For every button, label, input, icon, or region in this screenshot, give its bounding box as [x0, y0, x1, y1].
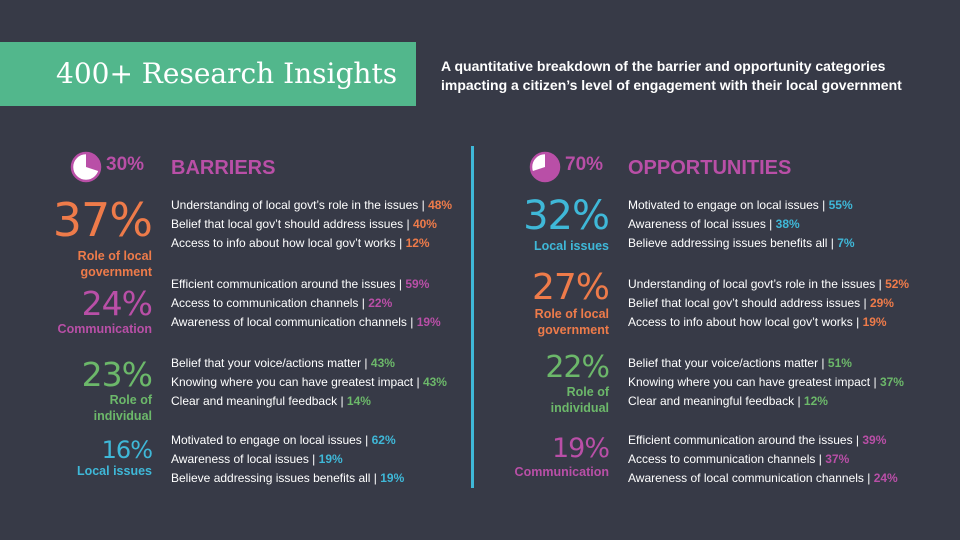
list-item: Awareness of local communication channel…	[171, 315, 441, 329]
pie-chart-icon	[529, 151, 561, 183]
list-item: Access to communication channels | 37%	[628, 452, 850, 466]
list-item: Clear and meaningful feedback | 14%	[171, 394, 371, 408]
list-item: Knowing where you can have greatest impa…	[628, 375, 904, 389]
barriers-percent: 30%	[106, 154, 145, 175]
list-item: Believe addressing issues benefits all |…	[171, 471, 405, 485]
list-item: Understanding of local govt’s role in th…	[628, 277, 910, 291]
opportunity-role-local-gov-percent: 27%	[531, 267, 610, 308]
barrier-role-individual-percent: 23%	[81, 355, 153, 394]
opportunity-role-local-gov-label: Role of local government	[534, 307, 609, 337]
list-item: Knowing where you can have greatest impa…	[171, 375, 447, 389]
list-item: Awareness of local communication channel…	[628, 471, 898, 485]
barrier-communication-percent: 24%	[81, 284, 153, 323]
opportunity-local-issues-items: Motivated to engage on local issues | 55…	[628, 196, 855, 253]
page-subtitle: A quantitative breakdown of the barrier …	[441, 58, 902, 93]
opportunity-role-individual-percent: 22%	[545, 350, 610, 385]
list-item: Understanding of local govt’s role in th…	[171, 198, 453, 212]
list-item: Access to communication channels | 22%	[171, 296, 393, 310]
list-item: Efficient communication around the issue…	[628, 433, 887, 447]
barrier-communication-label: Communication	[57, 322, 152, 336]
pie-slice	[86, 153, 100, 172]
barriers-title: BARRIERS	[171, 157, 276, 179]
opportunity-local-issues-percent: 32%	[523, 193, 610, 239]
list-item: Motivated to engage on local issues | 55…	[628, 198, 853, 212]
barrier-local-issues-percent: 16%	[101, 436, 153, 464]
list-item: Efficient communication around the issue…	[171, 277, 430, 291]
list-item: Motivated to engage on local issues | 62…	[171, 433, 396, 447]
list-item: Belief that your voice/actions matter | …	[628, 356, 852, 370]
list-item: Clear and meaningful feedback | 12%	[628, 394, 828, 408]
opportunity-role-individual-items: Belief that your voice/actions matter | …	[628, 354, 904, 411]
pie-slice	[531, 153, 560, 181]
list-item: Belief that local gov’t should address i…	[171, 217, 437, 231]
barrier-role-local-gov-label: Role of local government	[77, 249, 152, 279]
opportunities-title: OPPORTUNITIES	[628, 157, 792, 179]
page-title: 400+ Research Insights	[56, 57, 398, 90]
pie-chart-icon	[70, 151, 102, 183]
list-item: Awareness of local issues | 38%	[628, 217, 800, 231]
barrier-role-local-gov-percent: 37%	[52, 193, 153, 247]
opportunities-percent: 70%	[565, 154, 604, 175]
list-item: Awareness of local issues | 19%	[171, 452, 343, 466]
opportunity-communication-items: Efficient communication around the issue…	[628, 431, 898, 488]
barrier-role-individual-label: Role of individual	[93, 393, 152, 423]
barrier-role-local-gov-items: Understanding of local govt’s role in th…	[171, 196, 452, 253]
barrier-communication-items: Efficient communication around the issue…	[171, 275, 441, 332]
list-item: Belief that your voice/actions matter | …	[171, 356, 395, 370]
barrier-role-individual-items: Belief that your voice/actions matter | …	[171, 354, 447, 411]
opportunity-communication-percent: 19%	[551, 433, 610, 464]
list-item: Belief that local gov’t should address i…	[628, 296, 894, 310]
list-item: Believe addressing issues benefits all |…	[628, 236, 855, 250]
opportunity-communication-label: Communication	[514, 465, 609, 479]
opportunity-role-local-gov-items: Understanding of local govt’s role in th…	[628, 275, 909, 332]
column-divider	[471, 146, 474, 488]
barrier-local-issues-items: Motivated to engage on local issues | 62…	[171, 431, 404, 488]
title-banner: 400+ Research Insights	[0, 42, 416, 106]
list-item: Access to info about how local gov’t wor…	[628, 315, 887, 329]
list-item: Access to info about how local gov’t wor…	[171, 236, 430, 250]
opportunity-role-individual-label: Role of individual	[550, 385, 609, 415]
opportunity-local-issues-label: Local issues	[533, 239, 609, 253]
barrier-local-issues-label: Local issues	[76, 464, 152, 478]
